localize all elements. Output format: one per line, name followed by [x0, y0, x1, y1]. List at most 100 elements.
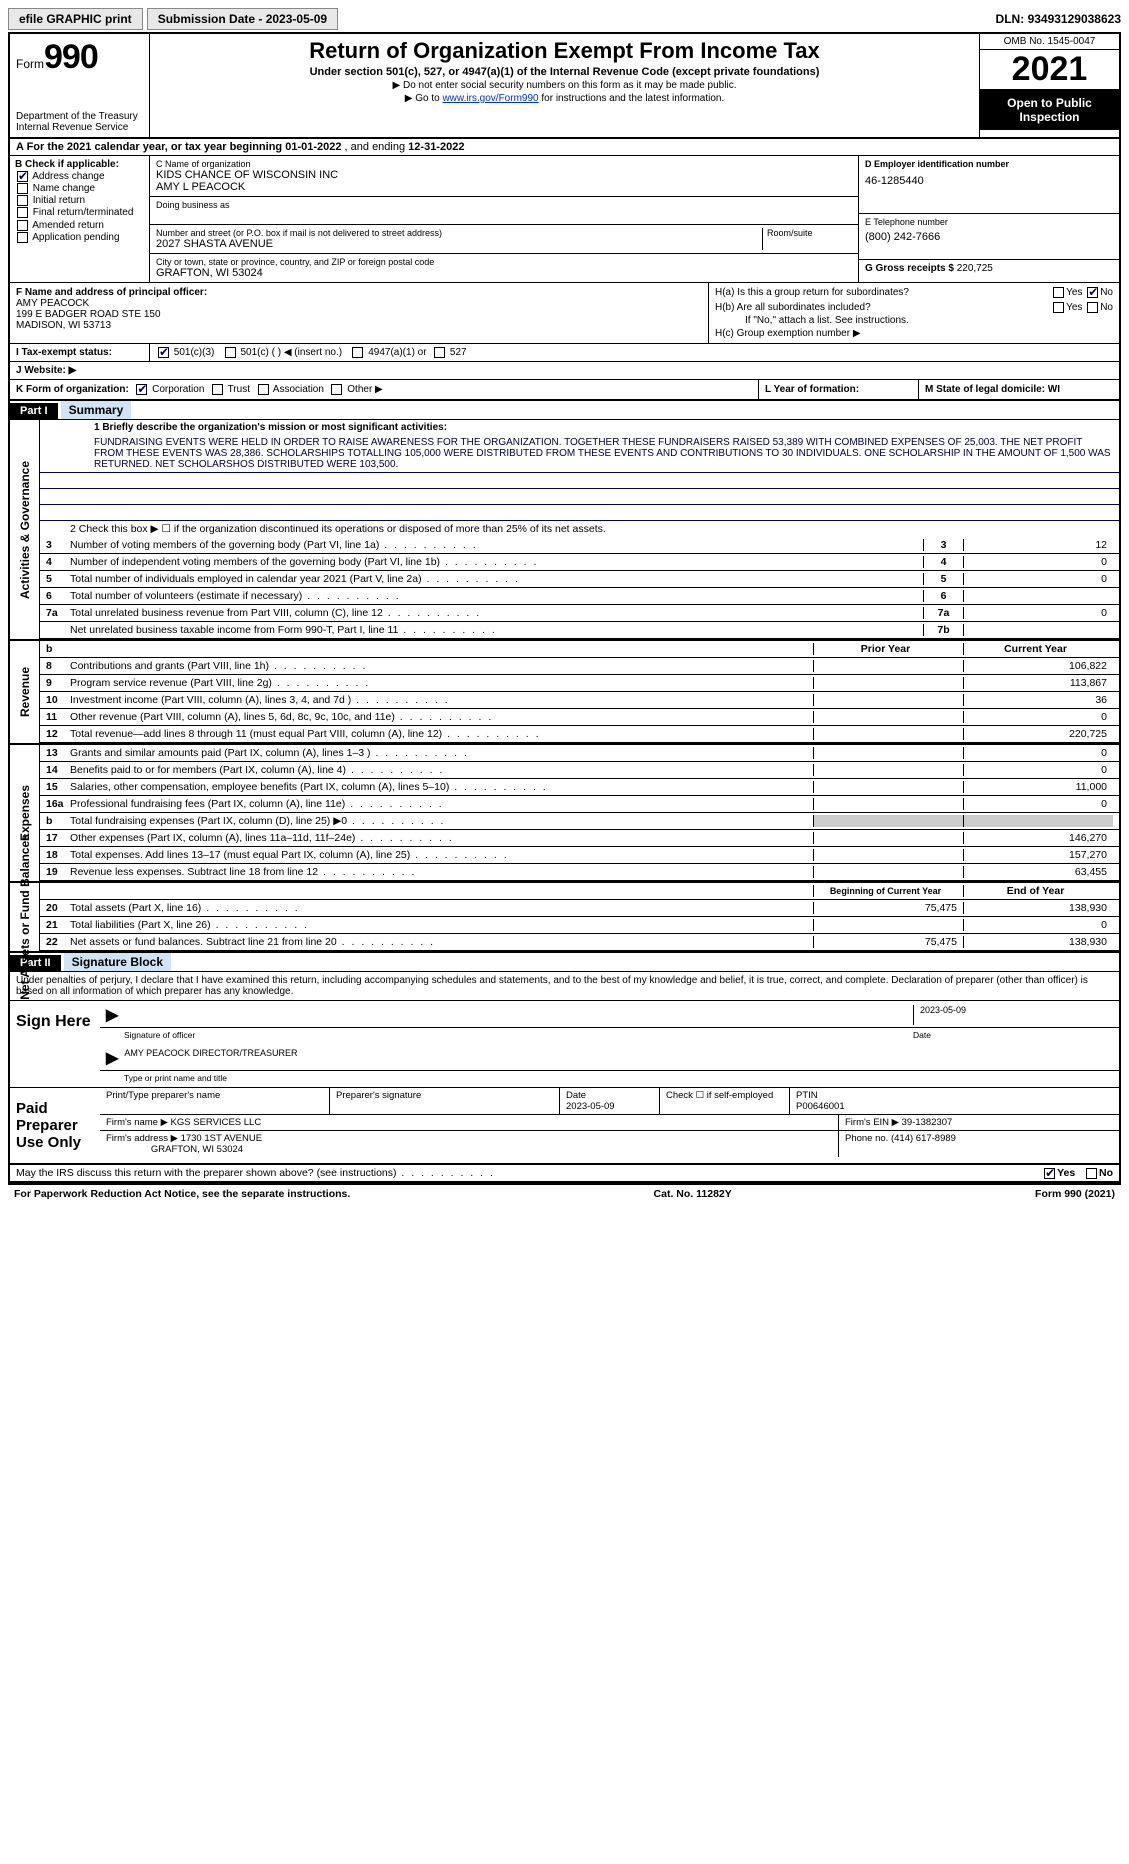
name-title-lbl: Type or print name and title	[100, 1073, 1119, 1087]
prior-val	[813, 728, 963, 740]
chk-amended[interactable]: Amended return	[15, 220, 144, 231]
room-label: Room/suite	[767, 228, 852, 238]
line-text: Total assets (Part X, line 16)	[70, 902, 813, 914]
discuss-no[interactable]	[1086, 1168, 1097, 1179]
b-label: B Check if applicable:	[15, 159, 119, 170]
chk-4947[interactable]	[352, 347, 363, 358]
curr-val: 146,270	[963, 832, 1113, 844]
col-f: F Name and address of principal officer:…	[10, 283, 709, 343]
form-990: 990	[44, 38, 98, 76]
chk-527[interactable]	[434, 347, 445, 358]
submission-date-button[interactable]: Submission Date - 2023-05-09	[147, 8, 338, 30]
table-row: 18Total expenses. Add lines 13–17 (must …	[40, 847, 1119, 864]
k-other: Other ▶	[347, 384, 382, 395]
line-num: 6	[46, 590, 70, 602]
chk-501c[interactable]	[225, 347, 236, 358]
ptin-lbl: PTIN	[796, 1090, 818, 1101]
vlabel-ag-text: Activities & Governance	[18, 461, 32, 599]
part2-header-row: Part II Signature Block	[10, 953, 1119, 972]
irs-link[interactable]: www.irs.gov/Form990	[442, 93, 538, 104]
table-row: 12Total revenue—add lines 8 through 11 (…	[40, 726, 1119, 743]
hb-yes[interactable]	[1053, 302, 1064, 313]
chk-trust[interactable]	[212, 384, 223, 395]
footer-mid: Cat. No. 11282Y	[654, 1188, 732, 1200]
prior-val	[813, 849, 963, 861]
curr-val: 157,270	[963, 849, 1113, 861]
chk-initial-return[interactable]: Initial return	[15, 195, 144, 206]
city-value: GRAFTON, WI 53024	[156, 267, 852, 279]
chk-address-change[interactable]: Address change	[15, 171, 144, 182]
ein-value: 46-1285440	[865, 175, 1113, 187]
irs-label: Internal Revenue Service	[16, 122, 143, 133]
col-end: End of Year	[963, 885, 1113, 897]
mission-text: FUNDRAISING EVENTS WERE HELD IN ORDER TO…	[40, 435, 1119, 473]
curr-val: 11,000	[963, 781, 1113, 793]
curr-val: 0	[963, 764, 1113, 776]
chk-name-change[interactable]: Name change	[15, 183, 144, 194]
chk-corp[interactable]	[136, 384, 147, 395]
pt-sig-lbl: Preparer's signature	[330, 1088, 560, 1115]
line-val: 0	[963, 607, 1113, 619]
curr-val: 220,725	[963, 728, 1113, 740]
line-num: 22	[46, 936, 70, 948]
chk-app-pending[interactable]: Application pending	[15, 232, 144, 243]
line-text: Number of independent voting members of …	[70, 556, 923, 568]
no-1: No	[1100, 287, 1113, 298]
chk-final-return[interactable]: Final return/terminated	[15, 207, 144, 218]
tax-year: 2021	[980, 50, 1119, 90]
part2-title: Signature Block	[64, 953, 171, 971]
table-row: 8Contributions and grants (Part VIII, li…	[40, 658, 1119, 675]
line-text: Total fundraising expenses (Part IX, col…	[70, 815, 813, 827]
page-footer: For Paperwork Reduction Act Notice, see …	[8, 1185, 1121, 1203]
efile-print-button[interactable]: efile GRAPHIC print	[8, 8, 143, 30]
line-val	[963, 590, 1113, 602]
org-name-2: AMY L PEACOCK	[156, 181, 852, 193]
line-num: 7a	[46, 607, 70, 619]
dln: DLN: 93493129038623	[996, 12, 1121, 26]
line-num: 8	[46, 660, 70, 672]
part1-badge: Part I	[10, 403, 58, 419]
declaration-text: Under penalties of perjury, I declare th…	[10, 972, 1119, 1001]
hb-no[interactable]	[1087, 302, 1098, 313]
firm-ein: 39-1382307	[902, 1117, 953, 1128]
line-text: Net assets or fund balances. Subtract li…	[70, 936, 813, 948]
vlabel-rev-text: Revenue	[18, 667, 32, 717]
sect-na: Net Assets or Fund Balances Beginning of…	[10, 883, 1119, 953]
chk-assoc[interactable]	[258, 384, 269, 395]
line-text: Professional fundraising fees (Part IX, …	[70, 798, 813, 810]
ha-no[interactable]	[1087, 287, 1098, 298]
table-row: 4Number of independent voting members of…	[40, 554, 1119, 571]
i-527: 527	[450, 347, 467, 358]
chk-other[interactable]	[331, 384, 342, 395]
opt-name: Name change	[33, 183, 95, 194]
rev-hdr-b: b	[46, 643, 70, 655]
line-key: 4	[923, 556, 963, 568]
identity-grid: B Check if applicable: Address change Na…	[10, 156, 1119, 283]
firm-addr2: GRAFTON, WI 53024	[151, 1144, 243, 1155]
line-text: Program service revenue (Part VIII, line…	[70, 677, 813, 689]
discuss-yes-lbl: Yes	[1057, 1167, 1075, 1179]
ha-yes[interactable]	[1053, 287, 1064, 298]
prior-val: 75,475	[813, 936, 963, 948]
k-corp: Corporation	[152, 384, 204, 395]
prior-val	[813, 832, 963, 844]
opt-pending: Application pending	[32, 232, 119, 243]
line-text: Total revenue—add lines 8 through 11 (mu…	[70, 728, 813, 740]
e-label: E Telephone number	[865, 217, 1113, 227]
officer-addr1: 199 E BADGER ROAD STE 150	[16, 309, 161, 320]
table-row: 17Other expenses (Part IX, column (A), l…	[40, 830, 1119, 847]
line-key: 6	[923, 590, 963, 602]
d-label: D Employer identification number	[865, 159, 1009, 169]
sect-ag: Activities & Governance 1 Briefly descri…	[10, 420, 1119, 641]
discuss-yes[interactable]	[1044, 1168, 1055, 1179]
a-end: 12-31-2022	[408, 141, 464, 153]
line-text: Total expenses. Add lines 13–17 (must eq…	[70, 849, 813, 861]
sig-officer-lbl: Signature of officer	[124, 1030, 913, 1040]
chk-501c3[interactable]	[158, 347, 169, 358]
part1-header-row: Part I Summary	[10, 401, 1119, 420]
curr-val: 0	[963, 798, 1113, 810]
blank-line-2	[40, 489, 1119, 505]
sign-here-block: Sign Here ▶ 2023-05-09 Signature of offi…	[10, 1001, 1119, 1088]
curr-val: 63,455	[963, 866, 1113, 878]
table-row: 15Salaries, other compensation, employee…	[40, 779, 1119, 796]
